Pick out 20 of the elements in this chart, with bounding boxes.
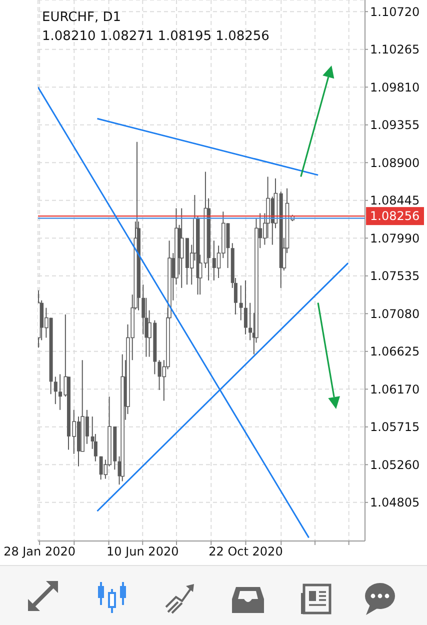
y-tick-label: 1.09810 xyxy=(370,80,420,94)
text: 1.08210 1.08271 1.08195 1.08256 xyxy=(42,28,270,46)
y-tick-label: 1.05715 xyxy=(370,420,420,434)
text: EURCHF, D1 xyxy=(42,9,122,27)
y-tick-label: 1.10720 xyxy=(370,4,420,19)
y-tick-label: 1.04805 xyxy=(370,496,420,510)
y-tick-label: 1.07535 xyxy=(370,269,420,284)
ref-line-label: 1.08256 xyxy=(370,209,420,224)
y-tick-label: 1.10265 xyxy=(370,42,420,57)
y-tick-label: 1.06625 xyxy=(370,344,420,359)
y-tick-label: 1.09355 xyxy=(370,118,420,132)
y-tick-label: 1.08445 xyxy=(370,194,420,208)
x-tick-label: 22 Oct 2020 xyxy=(208,544,283,559)
y-tick-label: 1.06170 xyxy=(370,382,420,396)
y-tick-label: 1.07990 xyxy=(370,231,420,246)
y-tick-label: 1.05260 xyxy=(370,458,420,472)
x-tick-label: 28 Jan 2020 xyxy=(4,544,76,559)
y-tick-label: 1.08900 xyxy=(370,156,420,170)
x-tick-label: 10 Jun 2020 xyxy=(106,544,179,559)
y-tick-label: 1.07080 xyxy=(370,306,420,321)
